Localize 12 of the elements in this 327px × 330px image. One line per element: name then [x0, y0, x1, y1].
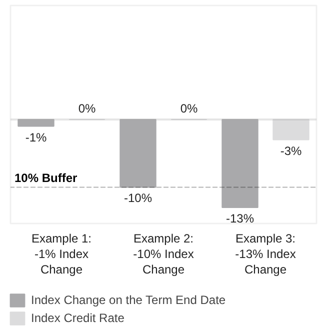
legend-label: Index Credit Rate	[31, 311, 124, 325]
data-label: -3%	[280, 144, 302, 158]
x-tick-label: Example 3: -13% Index Change	[235, 232, 296, 276]
ref-line-label: 10% Buffer	[14, 171, 78, 186]
x-tick-label: Example 2: -10% Index Change	[133, 232, 194, 276]
data-label: -1%	[25, 130, 47, 144]
data-label: -13%	[226, 212, 254, 226]
data-label: 0%	[78, 102, 96, 116]
legend-label: Index Change on the Term End Date	[31, 293, 226, 307]
x-tick-label: Example 1: -1% Index Change	[31, 232, 92, 276]
data-label: -10%	[124, 191, 152, 206]
data-label: 0%	[180, 102, 198, 116]
